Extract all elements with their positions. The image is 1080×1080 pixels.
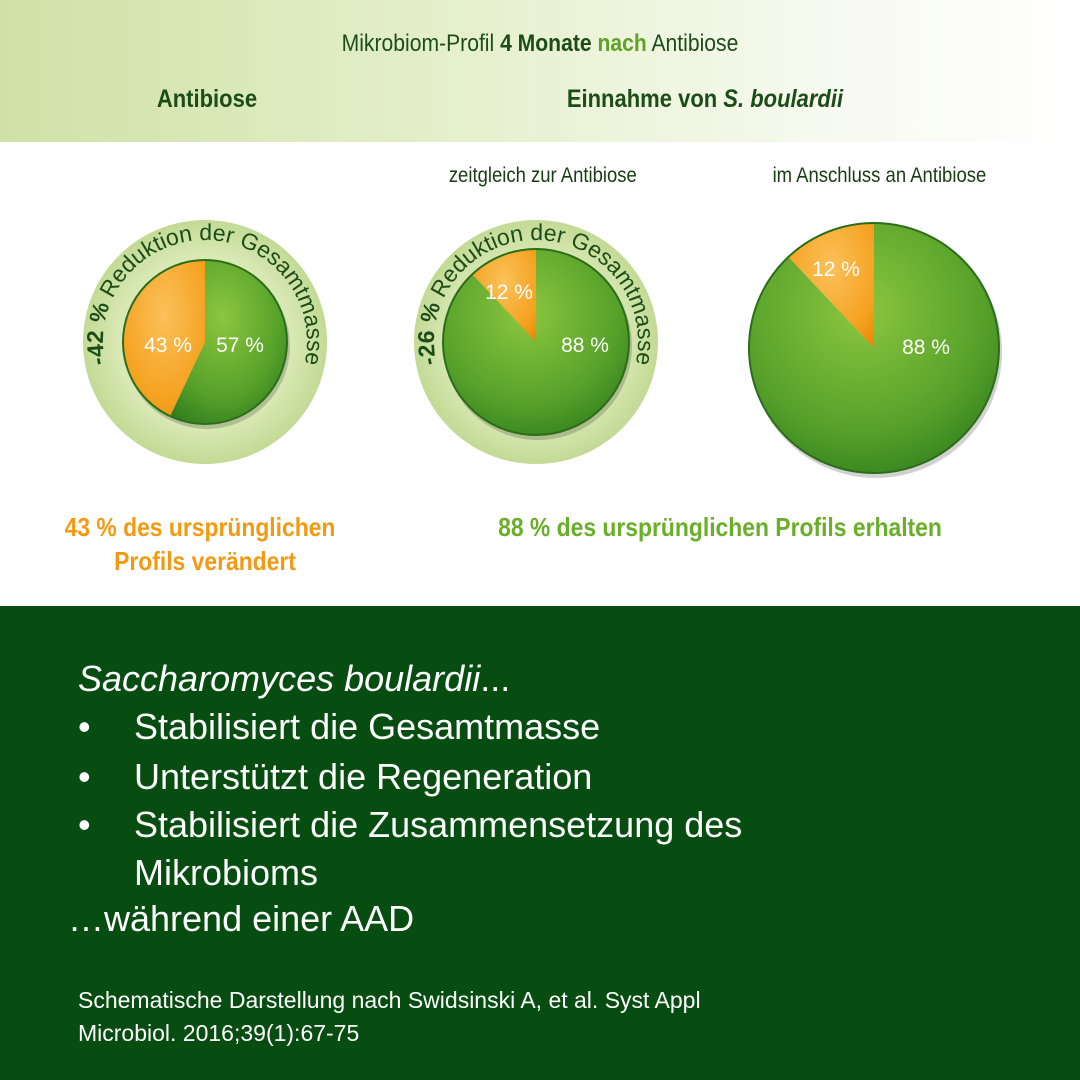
pie-shadow — [750, 226, 1002, 478]
pie-rim — [122, 259, 288, 425]
page-title: Mikrobiom-Profil 4 Monate nach Antibiose — [341, 30, 739, 57]
bullet-icon: • — [78, 706, 91, 747]
pie-slice-label: 57 % — [216, 334, 264, 357]
pie-slice-erhalten — [749, 223, 1000, 474]
reduction-ring-label: -42 % Reduktion der Gesamtmasse — [82, 219, 328, 368]
pie-slice-label: 88 % — [561, 334, 609, 357]
column-heading-antibiose: Antibiose — [156, 85, 258, 113]
info-panel: Saccharomyces boulardii... • Stabilisier… — [0, 606, 1080, 1080]
subheading-simultaneous: zeitgleich zur Antibiose — [448, 164, 637, 187]
column-heading-boulardii: Einnahme von S. boulardii — [566, 85, 844, 113]
summary-left-line2: Profils verändert — [114, 546, 296, 576]
header-banner: Mikrobiom-Profil 4 Monate nach Antibiose… — [0, 0, 1080, 142]
pie-shadow — [124, 263, 290, 429]
bullet-icon: • — [78, 756, 91, 797]
pie-slice-label: 43 % — [144, 334, 192, 357]
summary-left-line1: 43 % des ursprünglichen — [64, 512, 336, 542]
reduction-ring — [414, 220, 658, 464]
reduction-ring — [83, 220, 327, 464]
pie-slice-label: 12 % — [812, 258, 860, 281]
panel-lead: Saccharomyces boulardii... — [78, 658, 511, 699]
summary-right: 88 % des ursprünglichen Profils erhalten — [498, 512, 942, 542]
panel-tail: …während einer AAD — [68, 898, 415, 939]
reference-citation: Schematische Darstellung nach Swidsinski… — [78, 987, 701, 1046]
pie-slice-erhalten — [170, 260, 287, 424]
pie-rim — [442, 248, 630, 436]
pie-slice-label: 12 % — [485, 281, 533, 304]
pie-slice-veraendert — [472, 249, 536, 342]
pie-slice-label: 88 % — [902, 336, 950, 359]
subheading-afterwards: im Anschluss an Antibiose — [772, 164, 987, 187]
pie-shadow — [444, 252, 632, 440]
pie-rim — [748, 222, 1000, 474]
pie-slice-veraendert — [122, 260, 205, 417]
bullet-icon: • — [78, 804, 91, 845]
pie-slice-veraendert — [788, 223, 874, 348]
pie-slice-erhalten — [443, 249, 629, 435]
reduction-ring-label: -26 % Reduktion der Gesamtmasse — [413, 219, 659, 368]
